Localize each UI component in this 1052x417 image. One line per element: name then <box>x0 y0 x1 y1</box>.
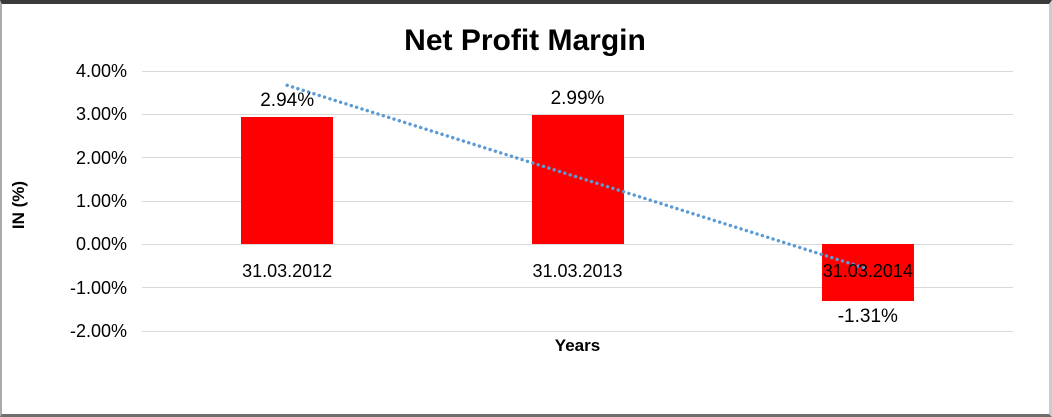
gridline <box>142 330 1013 332</box>
y-tick-label: -2.00% <box>69 321 127 341</box>
y-tick-label: 0.00% <box>75 234 127 255</box>
x-category-label: 31.03.2013 <box>532 261 623 282</box>
x-category-label: 31.03.2012 <box>242 261 333 282</box>
y-tick-label: 1.00% <box>75 191 127 211</box>
y-tick-label: 3.00% <box>75 104 127 125</box>
bar <box>241 116 334 245</box>
x-category-label: 31.03.2014 <box>822 261 913 282</box>
bar-data-label: 2.99% <box>550 87 605 109</box>
y-tick-label: -1.00% <box>69 277 127 298</box>
gridline <box>142 70 1013 72</box>
x-axis-title: Years <box>554 336 601 355</box>
gridline <box>142 287 1013 289</box>
bar-data-label: 2.94% <box>260 89 315 111</box>
y-axis-title: IN (%) <box>9 180 28 230</box>
bar-data-label: -1.31% <box>837 306 898 328</box>
y-tick-label: 2.00% <box>75 147 127 168</box>
y-tick-label: 4.00% <box>75 61 127 81</box>
bar <box>531 114 624 245</box>
chart-title: Net Profit Margin <box>404 24 646 57</box>
